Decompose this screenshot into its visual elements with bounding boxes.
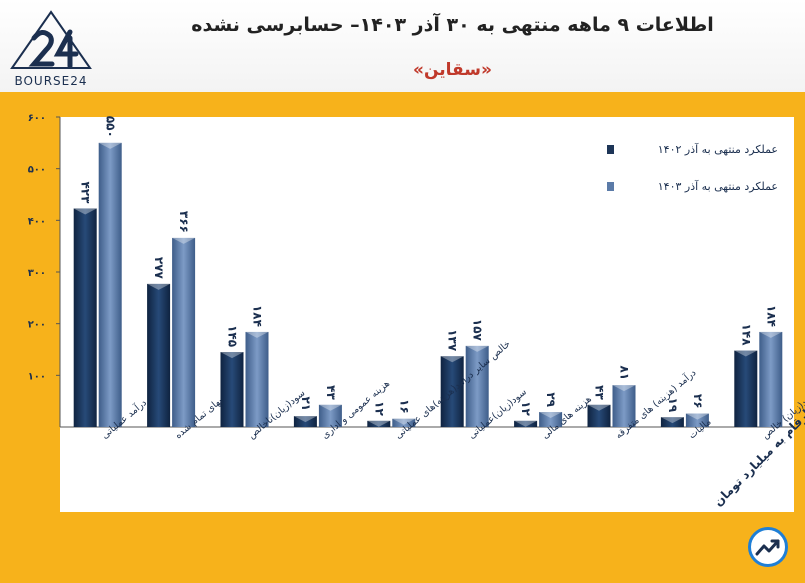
bar-1403	[465, 345, 489, 427]
bar-value-label: ۱۳۷	[446, 329, 460, 352]
legend-swatch	[607, 182, 614, 191]
bar-top-bevel	[147, 283, 171, 290]
y-tick-label: ۳۰۰	[28, 268, 46, 279]
bar-value-label: ۱۴۵	[226, 325, 240, 347]
bar-1403	[245, 331, 269, 427]
bar-top-bevel	[587, 404, 611, 411]
bar-value-label: ۱۹	[666, 398, 680, 413]
bar-value-label: ۲۷۷	[152, 257, 166, 280]
bar-1402	[293, 416, 317, 427]
bar-value-label: ۱۸۴	[251, 305, 265, 327]
header: BOURSE24 اطلاعات ۹ ماهه منتهی به ۳۰ آذر …	[0, 0, 805, 92]
bar-value-label: ۴۳	[324, 385, 338, 400]
bar-value-label: ۲۶	[691, 394, 705, 409]
bar-1402	[147, 283, 171, 427]
trend-icon	[755, 539, 780, 556]
bar-value-label: ۸۱	[618, 365, 632, 380]
bar-1402	[367, 420, 391, 427]
bar-1402	[73, 208, 97, 427]
bar-1402	[587, 404, 611, 427]
bar-top-bevel	[392, 418, 416, 425]
bar-value-label: ۲۱	[299, 396, 313, 411]
bar-value-label: ۵۵۰	[104, 116, 118, 138]
bar-value-label: ۱۲	[519, 401, 533, 416]
bar-value-label: ۱۴۸	[739, 324, 753, 347]
y-tick-label: ۵۰۰	[28, 165, 46, 176]
bar-1403	[539, 412, 563, 427]
bar-top-bevel	[685, 413, 709, 420]
bar-1402	[440, 356, 464, 427]
bourse24-logo: BOURSE24	[10, 10, 92, 88]
bar-value-label: ۱۸۴	[764, 305, 778, 327]
bar-top-bevel	[98, 142, 122, 149]
bar-1402	[220, 352, 244, 427]
bar-top-bevel	[220, 352, 244, 359]
bar-1403	[392, 418, 416, 427]
bar-1403	[612, 385, 636, 427]
bar-top-bevel	[465, 345, 489, 352]
bar-top-bevel	[172, 237, 196, 244]
bar-top-bevel	[759, 331, 783, 338]
bar-1403	[172, 237, 196, 427]
bar-value-label: ۴۳	[593, 385, 607, 400]
page-subtitle: «سقاین»	[413, 60, 492, 80]
y-tick-label: ۲۰۰	[28, 320, 46, 331]
bar-1402	[734, 350, 758, 427]
bar-top-bevel	[539, 412, 563, 419]
bar-1402	[660, 417, 684, 427]
legend-label: عملکرد منتهی به آذر ۱۴۰۳	[658, 179, 778, 193]
legend-swatch	[607, 145, 614, 154]
bar-value-label: ۱۵۷	[471, 319, 485, 342]
y-tick-label: ۶۰۰	[28, 113, 46, 124]
bar-top-bevel	[367, 420, 391, 427]
bar-1403	[98, 142, 122, 428]
bar-top-bevel	[660, 417, 684, 424]
bar-top-bevel	[73, 208, 97, 215]
y-tick-label: ۱۰۰	[28, 371, 46, 382]
legend-label: عملکرد منتهی به آذر ۱۴۰۲	[658, 142, 778, 156]
bar-value-label: ۲۹	[544, 392, 558, 407]
page-title: اطلاعات ۹ ماهه منتهی به ۳۰ آذر ۱۴۰۳– حسا…	[191, 14, 714, 36]
bar-value-label: ۳۶۶	[177, 211, 191, 233]
bar-1403	[318, 404, 342, 427]
bar-top-bevel	[293, 416, 317, 423]
bar-top-bevel	[734, 350, 758, 357]
bar-1402	[514, 420, 538, 427]
trend-badge	[748, 527, 788, 567]
bar-value-label: ۱۲	[372, 401, 386, 416]
bar-top-bevel	[440, 356, 464, 363]
y-tick-label: ۴۰۰	[28, 216, 46, 227]
bar-top-bevel	[245, 331, 269, 338]
logo-text: BOURSE24	[14, 74, 87, 88]
bar-top-bevel	[612, 385, 636, 392]
bar-1403	[759, 331, 783, 427]
bar-value-label: ۴۲۳	[79, 181, 93, 204]
bar-top-bevel	[318, 404, 342, 411]
bar-top-bevel	[514, 420, 538, 427]
bar-1403	[685, 413, 709, 427]
bar-value-label: ۱۶	[397, 399, 411, 414]
